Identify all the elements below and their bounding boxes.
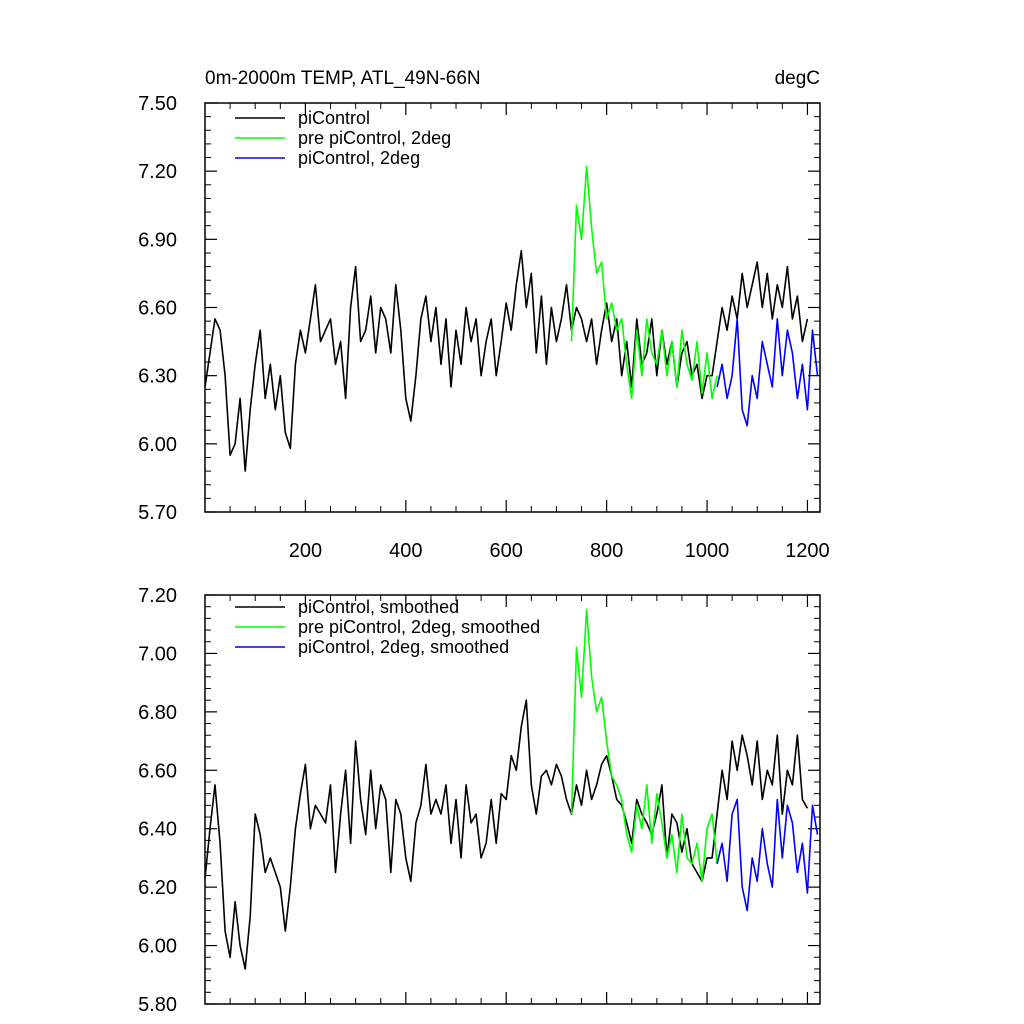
top-panel: 0m-2000m TEMP, ATL_49N-66N degC 5.70 6.00… [138,68,830,562]
y-tick-label: 6.30 [138,366,177,388]
series-line-pre-picontrol-2deg [570,165,718,400]
x-tick-label: 1200 [785,540,830,562]
y-tick-label: 7.20 [138,161,177,183]
y-tick-label: 6.00 [138,936,177,958]
bottom-ticks: 5.80 6.00 6.20 6.40 6.60 6.80 7.00 7.20 [138,585,820,1016]
y-tick-label: 7.50 [138,93,177,115]
x-tick-label: 400 [389,540,422,562]
y-tick-label: 7.20 [138,585,177,607]
series-line-picontrol-2deg-smoothed [716,798,819,912]
legend-label: pre piControl, 2deg [298,128,451,148]
series-line-picontrol [204,249,809,472]
x-tick-label: 1000 [685,540,730,562]
legend-label: piControl, 2deg [298,148,420,168]
y-tick-label: 5.80 [138,994,177,1016]
y-tick-label: 5.70 [138,502,177,524]
series-line-picontrol-smoothed [204,699,809,970]
series-line-pre-picontrol-2deg-smoothed [570,608,718,883]
y-tick-label: 7.00 [138,643,177,665]
x-tick-label: 800 [590,540,623,562]
bottom-series [204,608,819,970]
y-tick-label: 6.60 [138,298,177,320]
y-tick-label: 6.00 [138,434,177,456]
x-tick-label: 200 [289,540,322,562]
series-line-picontrol-2deg [716,318,819,427]
y-tick-label: 6.60 [138,760,177,782]
top-series [204,165,819,472]
y-tick-label: 6.40 [138,819,177,841]
y-tick-label: 6.20 [138,877,177,899]
y-tick-label: 6.80 [138,702,177,724]
top-ticks: 5.70 6.00 6.30 6.60 6.90 7.20 7.50 200 400 600 800… [138,93,830,562]
legend-label: piControl, 2deg, smoothed [298,637,509,657]
top-panel-title: 0m-2000m TEMP, ATL_49N-66N [205,68,481,89]
y-tick-label: 6.90 [138,229,177,251]
legend-label: pre piControl, 2deg, smoothed [298,617,540,637]
x-tick-label: 600 [490,540,523,562]
legend-label: piControl [298,108,370,128]
legend-label: piControl, smoothed [298,597,459,617]
top-panel-units: degC [775,68,820,89]
bottom-panel: 5.80 6.00 6.20 6.40 6.60 6.80 7.00 7.20 piContr… [138,585,821,1016]
bottom-plot-frame [204,594,821,1005]
